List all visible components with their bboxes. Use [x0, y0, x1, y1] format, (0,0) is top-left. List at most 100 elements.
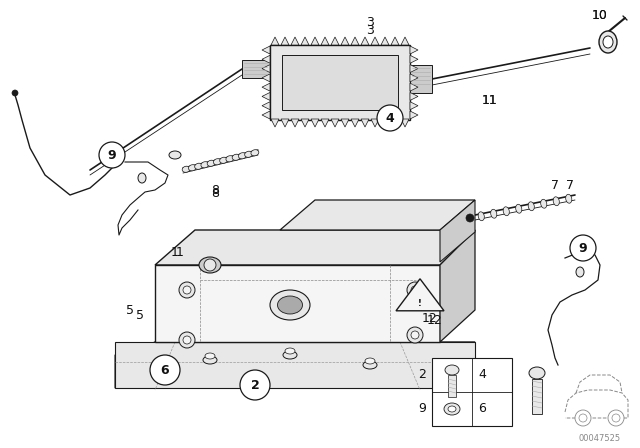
Text: 3: 3 — [366, 23, 374, 36]
Ellipse shape — [603, 36, 613, 48]
Text: 4: 4 — [478, 367, 486, 380]
Ellipse shape — [553, 197, 559, 206]
Ellipse shape — [203, 356, 217, 364]
Polygon shape — [280, 200, 475, 230]
Circle shape — [240, 370, 270, 400]
Polygon shape — [262, 55, 270, 63]
Ellipse shape — [195, 163, 203, 169]
Text: 9: 9 — [579, 241, 588, 254]
Ellipse shape — [201, 162, 209, 168]
Circle shape — [179, 282, 195, 298]
Polygon shape — [391, 37, 399, 45]
Text: 1: 1 — [171, 246, 179, 258]
Polygon shape — [410, 74, 418, 82]
Polygon shape — [291, 119, 299, 127]
Circle shape — [204, 259, 216, 271]
Ellipse shape — [244, 151, 253, 157]
Polygon shape — [440, 230, 475, 342]
Bar — [448, 375, 456, 397]
Circle shape — [377, 105, 403, 131]
Text: 9: 9 — [418, 401, 426, 414]
Polygon shape — [321, 37, 329, 45]
FancyBboxPatch shape — [242, 60, 270, 78]
Text: 5: 5 — [136, 309, 144, 322]
Text: 10: 10 — [592, 9, 608, 22]
Polygon shape — [321, 119, 329, 127]
Polygon shape — [401, 119, 409, 127]
Text: 7: 7 — [566, 178, 574, 191]
Ellipse shape — [285, 348, 295, 354]
Polygon shape — [410, 46, 418, 54]
Text: 6: 6 — [161, 363, 170, 376]
Polygon shape — [271, 37, 279, 45]
Circle shape — [179, 332, 195, 348]
Polygon shape — [410, 102, 418, 110]
Circle shape — [612, 414, 620, 422]
Text: 11: 11 — [482, 94, 498, 107]
Ellipse shape — [226, 156, 234, 162]
Polygon shape — [262, 111, 270, 119]
Polygon shape — [262, 65, 270, 73]
Ellipse shape — [363, 361, 377, 369]
Polygon shape — [155, 342, 475, 388]
Polygon shape — [271, 119, 279, 127]
Text: 6: 6 — [478, 401, 486, 414]
Polygon shape — [341, 37, 349, 45]
Text: 9: 9 — [108, 148, 116, 161]
Polygon shape — [262, 74, 270, 82]
Circle shape — [570, 235, 596, 261]
Circle shape — [579, 414, 587, 422]
Polygon shape — [351, 119, 359, 127]
Polygon shape — [341, 119, 349, 127]
Text: 2: 2 — [251, 379, 259, 392]
Polygon shape — [155, 230, 475, 265]
Ellipse shape — [448, 406, 456, 412]
Polygon shape — [311, 37, 319, 45]
Polygon shape — [155, 265, 440, 342]
Polygon shape — [361, 37, 369, 45]
Polygon shape — [351, 37, 359, 45]
Polygon shape — [301, 37, 309, 45]
Text: 8: 8 — [211, 186, 219, 199]
Ellipse shape — [445, 365, 459, 375]
Polygon shape — [331, 119, 339, 127]
Polygon shape — [281, 119, 289, 127]
Polygon shape — [391, 119, 399, 127]
Ellipse shape — [599, 31, 617, 53]
Ellipse shape — [207, 160, 215, 166]
Circle shape — [411, 286, 419, 294]
FancyBboxPatch shape — [410, 65, 432, 93]
Polygon shape — [381, 119, 389, 127]
Polygon shape — [115, 342, 155, 388]
Bar — [432, 358, 512, 426]
Polygon shape — [410, 83, 418, 91]
Polygon shape — [262, 83, 270, 91]
Polygon shape — [262, 102, 270, 110]
Polygon shape — [311, 119, 319, 127]
Polygon shape — [410, 55, 418, 63]
Polygon shape — [440, 200, 475, 262]
Ellipse shape — [444, 403, 460, 415]
Polygon shape — [371, 37, 379, 45]
Ellipse shape — [278, 296, 303, 314]
Text: 2: 2 — [418, 367, 426, 380]
Circle shape — [183, 336, 191, 344]
Polygon shape — [410, 65, 418, 73]
Circle shape — [150, 355, 180, 385]
Bar — [282, 55, 398, 110]
Polygon shape — [262, 46, 270, 54]
Circle shape — [407, 282, 423, 298]
Text: 00047525: 00047525 — [579, 434, 621, 443]
Ellipse shape — [239, 153, 246, 159]
Polygon shape — [262, 92, 270, 100]
Polygon shape — [361, 119, 369, 127]
Circle shape — [575, 410, 591, 426]
Text: 10: 10 — [592, 9, 608, 22]
Bar — [532, 379, 542, 414]
Circle shape — [99, 142, 125, 168]
Circle shape — [466, 214, 474, 222]
Ellipse shape — [251, 150, 259, 156]
Ellipse shape — [529, 367, 545, 379]
Ellipse shape — [213, 159, 221, 165]
Polygon shape — [410, 92, 418, 100]
